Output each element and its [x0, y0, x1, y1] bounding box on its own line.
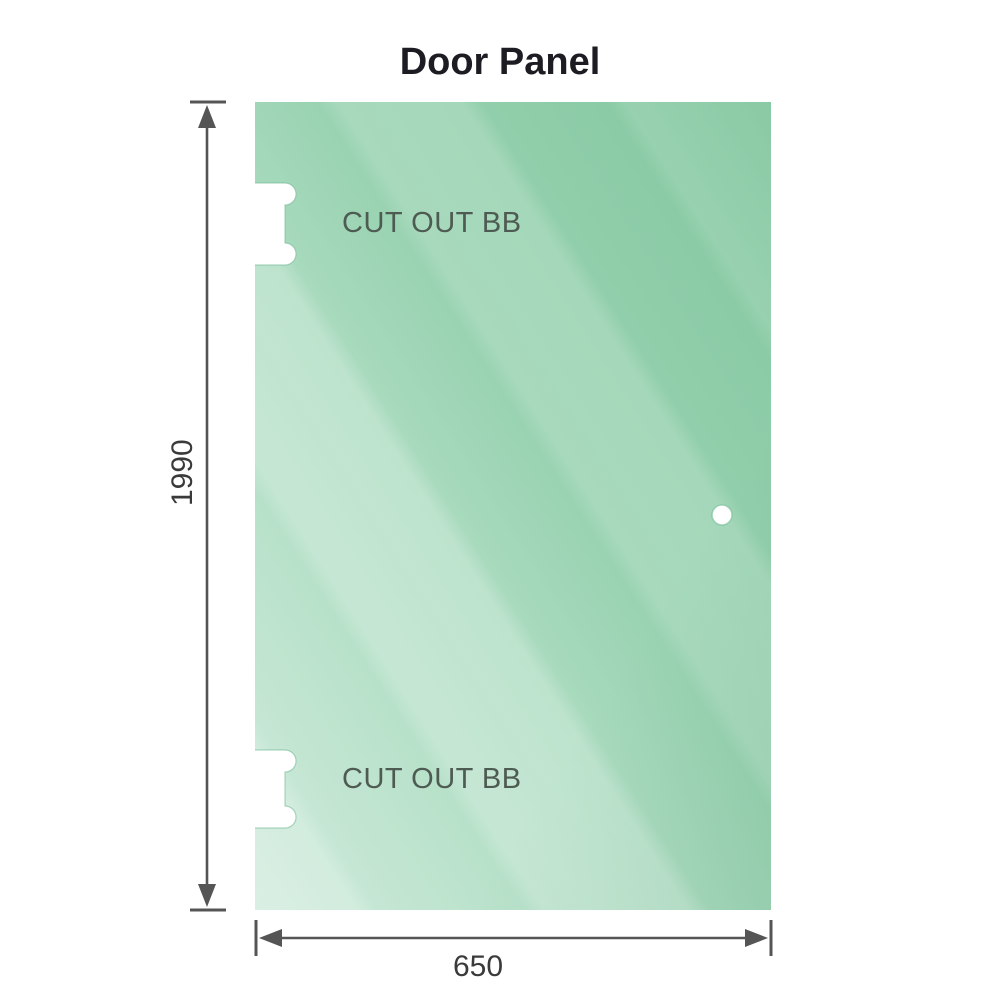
- cutout-top-outline: [255, 182, 297, 266]
- page-title: Door Panel: [399, 41, 601, 83]
- dimension-height-arrow-bottom: [198, 884, 216, 907]
- handle-hole-outline: [711, 504, 733, 526]
- cutout-label-top: CUT OUT BB: [342, 207, 522, 239]
- dimension-width-value: 650: [452, 950, 504, 983]
- glass-panel: [255, 102, 771, 910]
- dimension-width: [254, 920, 773, 956]
- dimension-width-arrow-left: [259, 929, 282, 947]
- dimension-width-arrow-right: [745, 929, 768, 947]
- dimension-height: [190, 100, 226, 912]
- cutout-label-bottom: CUT OUT BB: [342, 763, 522, 795]
- dimension-height-value: 1990: [166, 439, 199, 506]
- dimension-height-arrow-top: [198, 105, 216, 128]
- cutout-bottom-outline: [255, 749, 297, 829]
- glass-panel-graphic: [255, 102, 771, 910]
